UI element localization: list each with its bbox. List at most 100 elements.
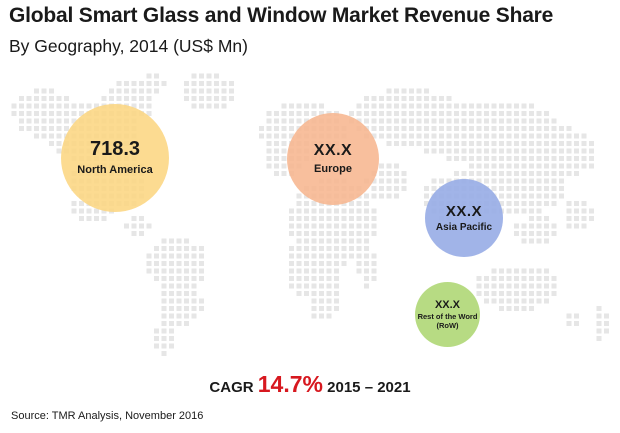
map-dot [514,306,519,311]
map-dot [64,111,69,116]
map-dot [199,246,204,251]
europe-label: Europe [314,162,352,175]
map-dot [356,216,362,221]
map-dot [326,238,332,244]
map-dot [394,178,399,184]
map-dot [356,253,362,259]
map-dot [34,118,39,124]
map-dot [11,103,17,109]
map-dot [26,96,32,101]
map-dot [364,253,369,259]
map-dot [281,163,287,169]
map-dot [401,141,407,146]
map-dot [296,118,302,124]
map-dot [379,163,384,169]
map-dot [521,111,527,116]
map-dot [169,291,174,296]
map-dot [191,88,197,94]
map-dot [154,73,159,79]
map-dot [364,216,369,221]
cagr-period: 2015 – 2021 [327,379,411,396]
map-dot [371,193,377,199]
map-dot [161,253,167,259]
map-dot [19,111,24,116]
map-dot [266,118,272,124]
map-dot [169,321,174,326]
map-dot [131,103,137,109]
map-dot [574,321,579,326]
map-dot [34,88,39,94]
map-dot [26,111,32,116]
map-dot [41,111,47,116]
map-dot [199,81,204,86]
map-dot [484,298,489,304]
map-dot [364,223,369,229]
map-dot [416,88,422,94]
map-dot [476,133,482,139]
map-dot [49,133,54,139]
map-dot [221,81,227,86]
map-dot [356,246,362,251]
map-dot [34,103,39,109]
map-dot [169,253,174,259]
map-dot [551,283,557,289]
map-dot [596,328,602,334]
map-dot [56,118,62,124]
map-dot [311,298,317,304]
map-dot [56,111,62,116]
map-dot [551,163,557,169]
map-dot [41,118,47,124]
map-dot [401,111,407,116]
asia-pacific-value: XX.X [445,202,483,220]
map-dot [574,313,579,319]
page-subtitle: By Geography, 2014 (US$ Mn) [9,36,248,56]
map-dot [491,163,497,169]
map-dot [469,156,474,161]
map-dot [259,133,264,139]
map-dot [289,246,294,251]
map-dot [371,253,377,259]
map-dot [311,306,317,311]
map-dot [491,171,497,176]
map-dot [439,148,444,154]
map-dot [304,268,309,274]
map-dot [341,208,347,214]
map-dot [484,141,489,146]
map-dot [311,261,317,266]
map-dot [371,126,377,131]
map-dot [574,148,579,154]
map-dot [514,231,519,236]
map-dot [499,306,504,311]
map-dot [536,178,542,184]
map-dot [521,193,527,199]
map-dot [356,111,362,116]
map-dot [139,81,144,86]
map-dot [469,126,474,131]
map-dot [214,103,219,109]
map-dot [281,111,287,116]
map-dot [326,268,332,274]
map-dot [19,96,24,101]
map-dot [64,126,69,131]
map-dot [341,223,347,229]
map-dot [544,133,549,139]
map-dot [551,126,557,131]
map-dot [319,231,324,236]
map-dot [349,208,354,214]
bubble-europe: XX.X Europe [287,113,379,205]
map-dot [56,103,62,109]
map-dot [289,231,294,236]
map-dot [154,246,159,251]
map-dot [536,156,542,161]
map-dot [521,103,527,109]
map-dot [461,148,467,154]
map-dot [476,148,482,154]
map-dot [529,103,534,109]
map-dot [439,118,444,124]
map-dot [364,193,369,199]
map-dot [424,118,429,124]
map-dot [139,223,144,229]
map-dot [34,96,39,101]
map-dot [356,103,362,109]
map-dot [514,201,519,206]
